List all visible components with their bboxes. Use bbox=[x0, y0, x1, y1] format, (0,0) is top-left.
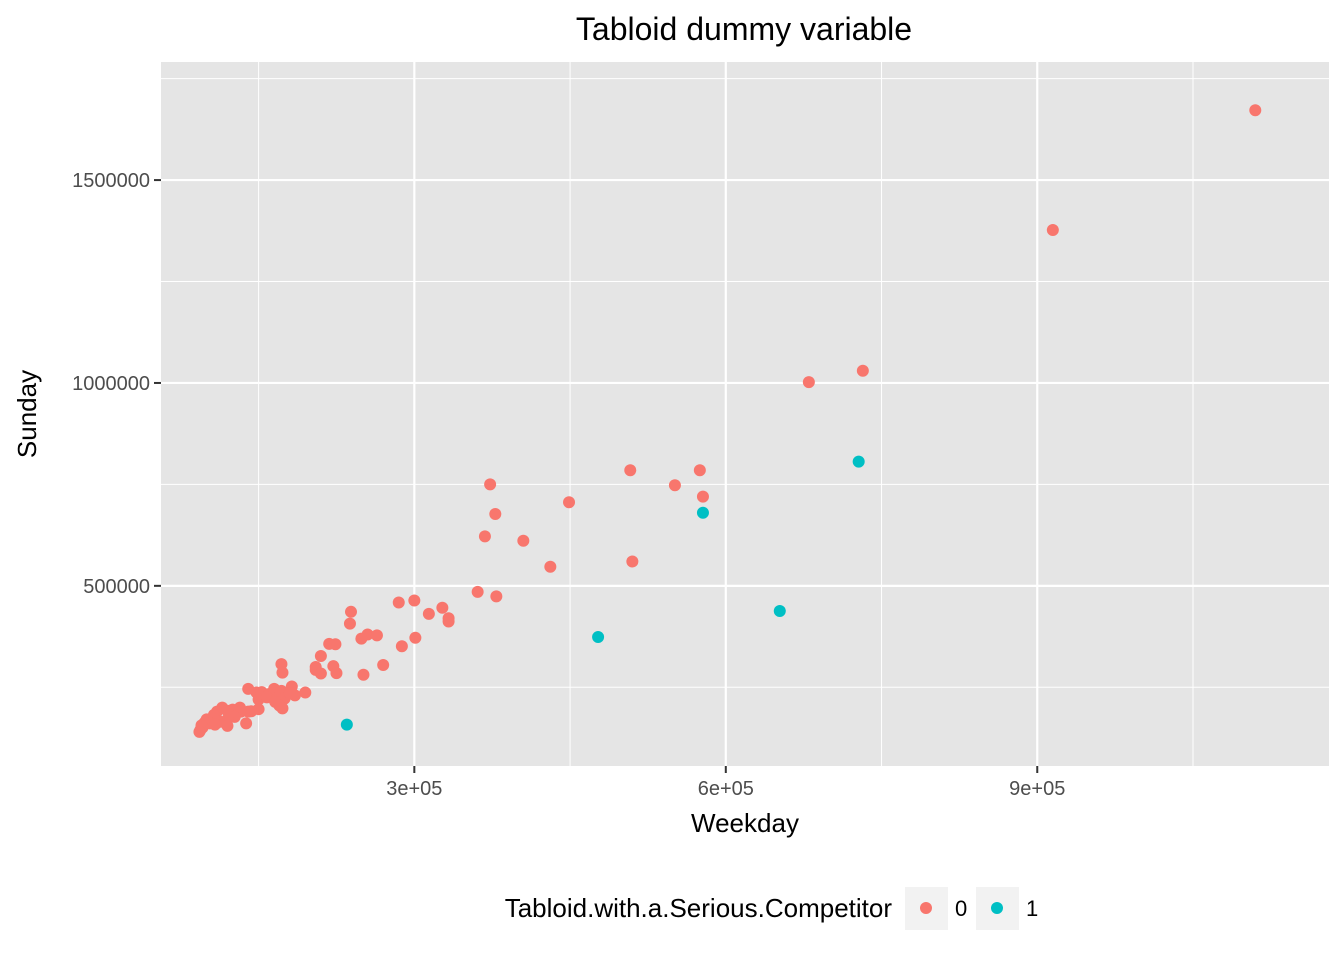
data-point-series-0 bbox=[221, 719, 234, 732]
data-point-series-0 bbox=[442, 615, 455, 628]
data-point-series-1 bbox=[592, 630, 605, 643]
data-point-series-0 bbox=[240, 717, 253, 730]
data-point-series-0 bbox=[395, 640, 408, 653]
y-tick-label: 1500000 bbox=[72, 170, 150, 192]
data-point-series-0 bbox=[323, 637, 336, 650]
data-point-series-0 bbox=[478, 530, 491, 543]
data-point-series-0 bbox=[696, 490, 709, 503]
data-point-series-0 bbox=[517, 534, 530, 547]
data-point-series-0 bbox=[330, 667, 343, 680]
data-point-series-1 bbox=[340, 718, 353, 731]
x-tick-label: 6e+05 bbox=[698, 778, 754, 800]
y-axis-ticks: 500000 1000000 1500000 bbox=[72, 170, 161, 598]
data-point-series-0 bbox=[544, 560, 557, 573]
legend-key-0-marker bbox=[920, 902, 932, 914]
data-point-series-1 bbox=[773, 604, 786, 617]
major-gridlines bbox=[161, 62, 1329, 766]
plot-panel bbox=[161, 62, 1329, 766]
data-point-series-1 bbox=[696, 506, 709, 519]
data-point-series-0 bbox=[471, 585, 484, 598]
data-point-series-0 bbox=[276, 702, 289, 715]
legend-key-1-marker bbox=[991, 902, 1003, 914]
data-point-series-0 bbox=[344, 605, 357, 618]
data-point-series-0 bbox=[276, 666, 289, 679]
data-point-series-0 bbox=[693, 464, 706, 477]
data-point-series-0 bbox=[370, 629, 383, 642]
data-point-series-0 bbox=[489, 508, 502, 521]
data-point-series-0 bbox=[422, 607, 435, 620]
data-point-series-0 bbox=[377, 658, 390, 671]
y-tick-label: 1000000 bbox=[72, 373, 150, 395]
legend-title: Tabloid.with.a.Serious.Competitor bbox=[505, 893, 893, 923]
data-point-series-0 bbox=[856, 364, 869, 377]
data-point-series-0 bbox=[355, 632, 368, 645]
data-point-series-0 bbox=[490, 590, 503, 603]
y-axis-title: Sunday bbox=[12, 370, 42, 458]
data-point-series-0 bbox=[283, 687, 296, 700]
x-tick-label: 9e+05 bbox=[1009, 778, 1065, 800]
data-point-series-0 bbox=[563, 496, 576, 509]
data-points bbox=[193, 104, 1262, 738]
data-point-series-0 bbox=[436, 601, 449, 614]
data-point-series-0 bbox=[343, 617, 356, 630]
data-point-series-0 bbox=[484, 478, 497, 491]
data-point-series-0 bbox=[314, 667, 327, 680]
data-point-series-0 bbox=[357, 668, 370, 681]
data-point-series-0 bbox=[409, 631, 422, 644]
legend: Tabloid.with.a.Serious.Competitor 0 1 bbox=[505, 887, 1038, 930]
data-point-series-0 bbox=[802, 376, 815, 389]
x-axis-ticks: 3e+05 6e+05 9e+05 bbox=[386, 766, 1065, 800]
data-point-series-0 bbox=[668, 479, 681, 492]
data-point-series-0 bbox=[408, 594, 421, 607]
data-point-series-0 bbox=[208, 718, 221, 731]
legend-label-0: 0 bbox=[955, 896, 967, 921]
x-tick-label: 3e+05 bbox=[386, 778, 442, 800]
data-point-series-0 bbox=[1249, 104, 1262, 117]
data-point-series-0 bbox=[624, 464, 637, 477]
y-tick-label: 500000 bbox=[83, 576, 150, 598]
chart-title: Tabloid dummy variable bbox=[576, 11, 912, 47]
legend-label-1: 1 bbox=[1026, 896, 1038, 921]
data-point-series-0 bbox=[193, 725, 206, 738]
data-point-series-0 bbox=[299, 686, 312, 699]
x-axis-title: Weekday bbox=[691, 808, 799, 838]
data-point-series-1 bbox=[852, 455, 865, 468]
data-point-series-0 bbox=[314, 650, 327, 663]
data-point-series-0 bbox=[1046, 223, 1059, 236]
data-point-series-0 bbox=[626, 555, 639, 568]
data-point-series-0 bbox=[392, 596, 405, 609]
